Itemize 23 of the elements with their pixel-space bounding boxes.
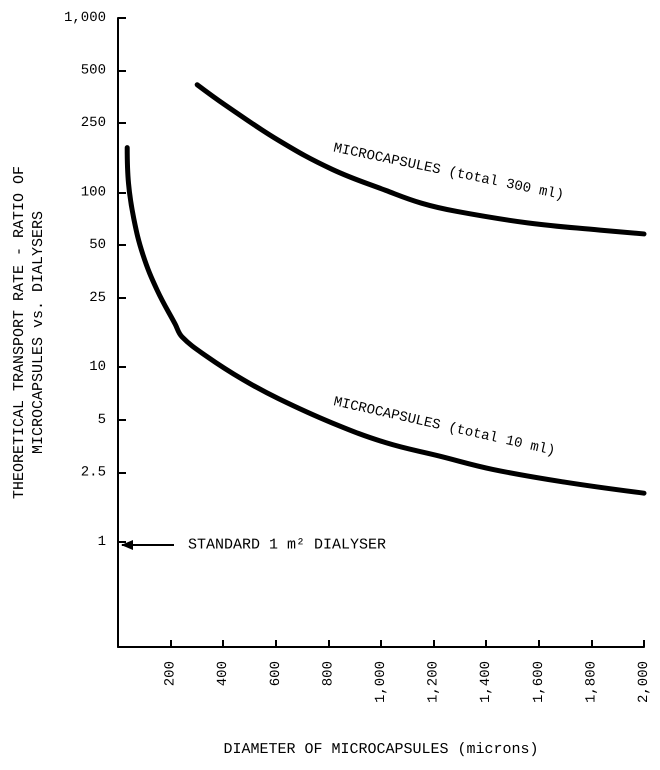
x-tick-label: 1,200 xyxy=(426,661,442,704)
x-tick-label: 1,800 xyxy=(583,661,600,704)
y-tick-label: 100 xyxy=(80,184,106,201)
x-axis-title: DIAMETER OF MICROCAPSULES (microns) xyxy=(223,741,539,758)
y-tick-label: 10 xyxy=(89,359,106,376)
y-tick-label: 25 xyxy=(89,290,106,306)
x-tick-label: 400 xyxy=(215,661,232,686)
y-tick-label: 500 xyxy=(80,62,106,79)
x-tick-label: 200 xyxy=(162,661,179,686)
y-tick-label: 5 xyxy=(98,412,106,428)
x-tick-label: 1,000 xyxy=(373,661,389,704)
y-tick-label: 2.5 xyxy=(80,464,106,480)
y-tick-label: 1 xyxy=(98,534,106,550)
x-tick-label: 600 xyxy=(268,661,284,686)
x-tick-label: 1,600 xyxy=(530,661,547,704)
y-tick-label: 1,000 xyxy=(64,10,106,26)
x-tick-label: 2,000 xyxy=(636,661,652,704)
annotation: STANDARD 1 m² DIALYSER xyxy=(188,536,386,554)
y-axis-title: THEORETICAL TRANSPORT RATE - RATIO OF MICROCAPSULES vs. DIALYSERS xyxy=(11,166,47,500)
x-tick-label: 1,400 xyxy=(478,661,494,704)
y-tick-label: 250 xyxy=(80,115,106,132)
x-tick-label: 800 xyxy=(320,661,336,686)
y-tick-label: 50 xyxy=(89,237,106,254)
